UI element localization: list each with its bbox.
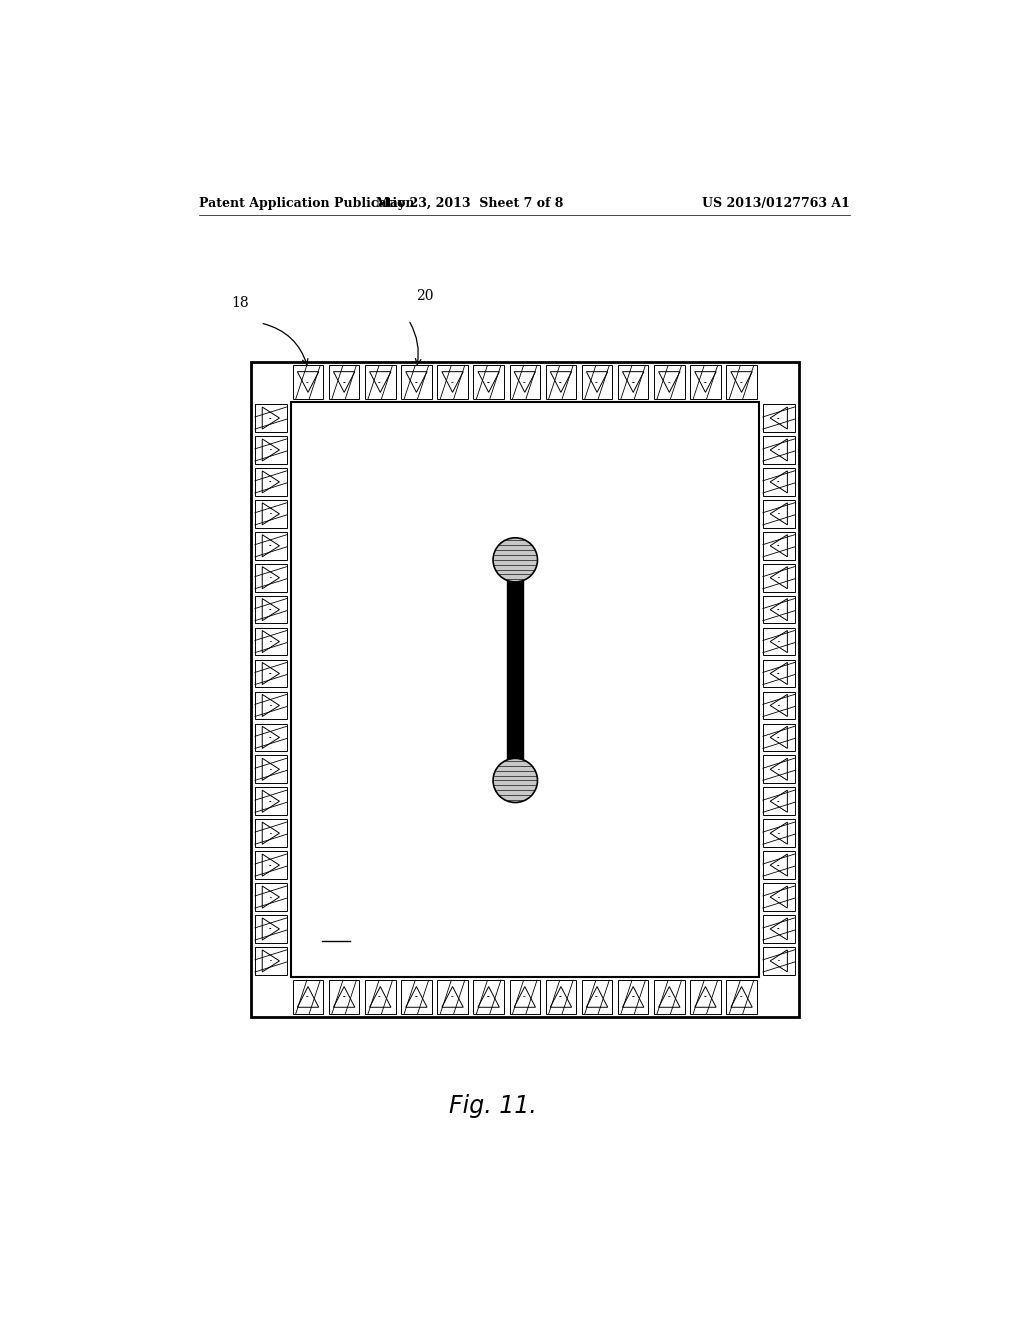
Polygon shape	[255, 820, 287, 847]
Polygon shape	[763, 628, 795, 655]
Polygon shape	[763, 820, 795, 847]
Polygon shape	[582, 366, 612, 399]
Polygon shape	[763, 500, 795, 528]
Polygon shape	[255, 564, 287, 591]
Text: 14: 14	[323, 921, 342, 936]
Polygon shape	[255, 692, 287, 719]
Polygon shape	[291, 403, 759, 977]
Polygon shape	[763, 660, 795, 688]
Polygon shape	[763, 404, 795, 432]
Polygon shape	[763, 595, 795, 623]
Polygon shape	[401, 366, 432, 399]
Text: 70: 70	[415, 704, 432, 718]
Polygon shape	[582, 981, 612, 1014]
Polygon shape	[763, 755, 795, 783]
Polygon shape	[654, 981, 685, 1014]
Polygon shape	[510, 366, 540, 399]
Polygon shape	[329, 981, 359, 1014]
Polygon shape	[255, 915, 287, 942]
Polygon shape	[329, 366, 359, 399]
Polygon shape	[365, 981, 395, 1014]
Polygon shape	[763, 788, 795, 814]
Polygon shape	[690, 366, 721, 399]
Polygon shape	[546, 366, 577, 399]
Polygon shape	[255, 469, 287, 496]
Text: US 2013/0127763 A1: US 2013/0127763 A1	[702, 197, 850, 210]
Polygon shape	[255, 628, 287, 655]
Polygon shape	[293, 366, 324, 399]
Polygon shape	[365, 366, 395, 399]
Polygon shape	[726, 981, 757, 1014]
Polygon shape	[255, 788, 287, 814]
Text: 68: 68	[550, 546, 567, 560]
Polygon shape	[763, 532, 795, 560]
Polygon shape	[763, 469, 795, 496]
Circle shape	[494, 759, 538, 803]
Polygon shape	[763, 436, 795, 463]
Polygon shape	[510, 981, 540, 1014]
Text: Fig. 11.: Fig. 11.	[450, 1094, 537, 1118]
Polygon shape	[255, 500, 287, 528]
Polygon shape	[255, 532, 287, 560]
Text: 36: 36	[674, 936, 691, 950]
Text: 66: 66	[550, 784, 567, 799]
Polygon shape	[546, 981, 577, 1014]
Polygon shape	[255, 660, 287, 688]
Polygon shape	[437, 981, 468, 1014]
Bar	[508, 560, 523, 780]
Text: 58: 58	[306, 458, 324, 473]
Text: 20: 20	[416, 289, 433, 302]
Polygon shape	[473, 981, 504, 1014]
Polygon shape	[763, 723, 795, 751]
Polygon shape	[763, 692, 795, 719]
Polygon shape	[255, 948, 287, 974]
Polygon shape	[763, 564, 795, 591]
Circle shape	[494, 537, 538, 582]
Polygon shape	[255, 723, 287, 751]
Polygon shape	[255, 404, 287, 432]
Polygon shape	[763, 851, 795, 879]
Polygon shape	[293, 981, 324, 1014]
Text: 60: 60	[475, 409, 494, 422]
Polygon shape	[763, 948, 795, 974]
Polygon shape	[726, 366, 757, 399]
Polygon shape	[255, 436, 287, 463]
Polygon shape	[654, 366, 685, 399]
Polygon shape	[255, 755, 287, 783]
Polygon shape	[255, 851, 287, 879]
Polygon shape	[401, 981, 432, 1014]
Polygon shape	[617, 981, 648, 1014]
Text: May 23, 2013  Sheet 7 of 8: May 23, 2013 Sheet 7 of 8	[376, 197, 563, 210]
Polygon shape	[255, 883, 287, 911]
Polygon shape	[690, 981, 721, 1014]
Text: Patent Application Publication: Patent Application Publication	[200, 197, 415, 210]
Text: 18: 18	[231, 296, 250, 310]
Polygon shape	[763, 883, 795, 911]
Polygon shape	[255, 595, 287, 623]
Polygon shape	[473, 366, 504, 399]
Polygon shape	[763, 915, 795, 942]
Polygon shape	[437, 366, 468, 399]
Polygon shape	[617, 366, 648, 399]
